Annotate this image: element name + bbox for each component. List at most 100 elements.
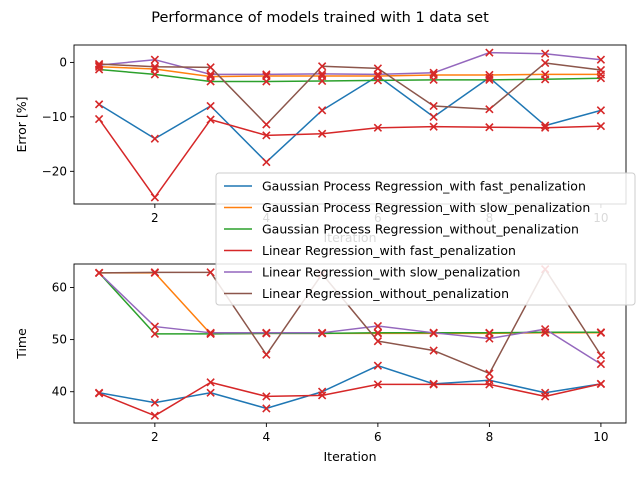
- data-point-0-0-2: [206, 101, 215, 111]
- y-tick-label-1-0: 40: [52, 385, 67, 399]
- x-tick-label-1-10: 10: [593, 430, 608, 444]
- series-line-0-1: [99, 66, 601, 78]
- data-point-1-5-0: [94, 268, 104, 278]
- data-point-0-3-4: [317, 129, 327, 138]
- data-point-1-0-1: [150, 398, 160, 407]
- data-point-1-5-1: [150, 268, 160, 277]
- data-point-1-5-2: [206, 268, 215, 277]
- data-point-1-3-4: [317, 391, 327, 400]
- data-point-1-4-9: [596, 359, 606, 369]
- data-point-1-2-8: [540, 328, 550, 337]
- series-line-0-2: [99, 68, 601, 83]
- data-point-0-5-4: [317, 62, 327, 71]
- data-point-1-3-1: [150, 411, 160, 420]
- data-point-1-4-2: [206, 328, 215, 337]
- x-tick-label-0-2: 2: [151, 211, 159, 225]
- data-point-0-0-1: [150, 134, 160, 143]
- data-point-0-5-9: [596, 65, 606, 75]
- data-point-0-3-8: [540, 123, 550, 132]
- series-line-1-5: [99, 268, 602, 375]
- series-line-0-0: [98, 75, 602, 163]
- data-point-0-2-1: [150, 70, 160, 79]
- data-point-1-3-8: [540, 392, 550, 401]
- data-point-1-4-8: [540, 324, 550, 334]
- series-line-1-0: [98, 364, 602, 410]
- data-point-1-4-5: [373, 321, 383, 331]
- data-point-0-2-5: [373, 76, 383, 85]
- time-panel: 2 4 6 8 10 40 50 60 Iteration Time: [14, 263, 627, 464]
- data-point-0-5-7: [485, 105, 494, 114]
- legend-entry-4: Linear Regression_with slow_penalization: [262, 265, 520, 280]
- data-point-0-3-1: [150, 193, 160, 202]
- series-line-1-2: [98, 272, 601, 335]
- data-point-0-2-9: [596, 74, 606, 83]
- data-point-1-0-2: [206, 388, 215, 397]
- x-tick-label-1-6: 6: [374, 430, 382, 444]
- data-point-0-4-7: [485, 48, 494, 57]
- data-point-0-2-7: [485, 75, 494, 85]
- data-point-0-4-4: [317, 69, 327, 79]
- data-point-1-3-6: [429, 380, 438, 389]
- data-point-0-3-3: [262, 131, 271, 140]
- legend-entry-3: Linear Regression_with fast_penalization: [262, 243, 516, 258]
- chart-title: Performance of models trained with 1 dat…: [151, 10, 489, 26]
- y-axis-label-0: Error [%]: [14, 96, 29, 152]
- data-point-0-5-5: [373, 64, 383, 73]
- x-tick-label-1-2: 2: [151, 430, 159, 444]
- data-point-0-5-8: [540, 58, 550, 68]
- data-point-1-3-2: [206, 378, 215, 387]
- data-point-1-4-3: [262, 328, 271, 337]
- series-line-0-3: [98, 118, 601, 199]
- legend-entry-5: Linear Regression_without_penalization: [262, 286, 509, 301]
- data-point-0-3-7: [485, 123, 494, 132]
- data-point-1-4-7: [485, 334, 494, 343]
- data-point-0-5-6: [429, 101, 438, 111]
- y-tick-label-1-2: 60: [52, 280, 67, 294]
- data-point-0-4-1: [150, 55, 160, 64]
- y-tick-label-0-2: −20: [42, 164, 67, 178]
- data-point-0-5-0: [94, 59, 104, 69]
- data-point-0-0-3: [262, 157, 271, 167]
- series-line-1-3: [98, 381, 602, 417]
- data-point-1-3-5: [373, 380, 383, 389]
- y-tick-label-0-0: 0: [59, 55, 67, 69]
- x-axis-label-1: Iteration: [323, 449, 376, 464]
- legend: Gaussian Process Regression_with fast_pe…: [215, 172, 636, 306]
- data-point-0-0-7: [485, 73, 494, 82]
- data-point-1-3-0: [94, 389, 104, 398]
- data-point-1-3-9: [596, 379, 606, 389]
- data-point-1-5-7: [485, 369, 494, 378]
- x-tick-label-1-4: 4: [263, 430, 271, 444]
- data-point-1-0-3: [262, 404, 271, 413]
- x-tick-label-1-8: 8: [486, 430, 494, 444]
- data-point-1-4-6: [429, 328, 438, 337]
- series-line-1-4: [98, 272, 602, 365]
- y-tick-label-0-1: −10: [42, 110, 67, 124]
- data-point-1-5-5: [373, 336, 383, 346]
- data-point-0-4-8: [540, 49, 550, 58]
- legend-entry-0: Gaussian Process Regression_with fast_pe…: [262, 179, 586, 194]
- data-point-0-0-6: [429, 112, 438, 122]
- data-point-1-5-9: [596, 351, 606, 360]
- data-point-0-0-9: [596, 106, 606, 115]
- y-axis-label-1: Time: [14, 328, 29, 360]
- data-point-0-0-8: [540, 121, 550, 130]
- data-point-0-4-3: [262, 70, 271, 79]
- series-line-0-5: [99, 62, 602, 126]
- data-point-0-4-9: [596, 55, 606, 64]
- data-point-0-2-2: [206, 77, 215, 86]
- data-point-1-3-7: [485, 380, 494, 389]
- data-point-1-2-9: [596, 328, 606, 337]
- data-point-0-4-2: [206, 70, 215, 79]
- legend-entry-1: Gaussian Process Regression_with slow_pe…: [262, 200, 590, 215]
- legend-box: [215, 172, 636, 306]
- legend-entry-2: Gaussian Process Regression_without_pena…: [262, 222, 579, 237]
- data-point-0-0-0: [94, 100, 104, 109]
- data-point-0-5-3: [262, 120, 271, 129]
- data-point-0-5-2: [206, 63, 215, 72]
- data-point-1-0-5: [373, 361, 383, 370]
- data-point-0-2-6: [429, 75, 438, 85]
- data-point-0-2-8: [540, 75, 550, 84]
- data-point-1-0-8: [540, 388, 550, 397]
